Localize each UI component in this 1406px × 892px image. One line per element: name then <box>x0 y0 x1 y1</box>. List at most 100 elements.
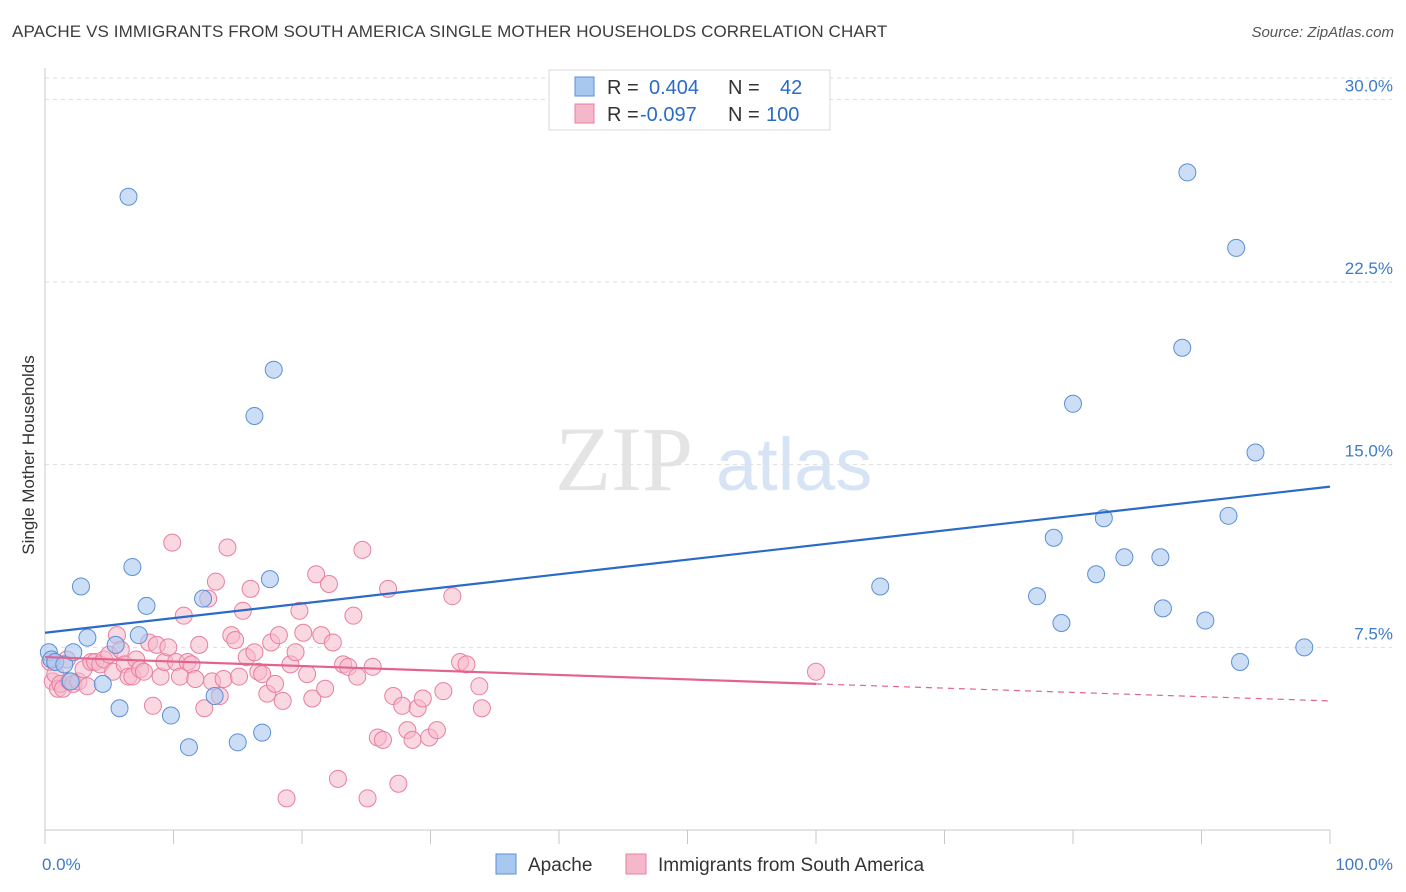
sa-point <box>319 575 338 594</box>
sa-point <box>159 638 178 657</box>
apache-point <box>71 577 90 596</box>
apache-point <box>110 699 129 718</box>
sa-point <box>323 633 342 652</box>
apache-point <box>106 635 125 654</box>
watermark-zip: ZIP <box>555 408 693 510</box>
source-label: Source: ZipAtlas.com <box>1251 24 1394 41</box>
sa-point <box>807 662 825 681</box>
sa-point <box>195 699 214 718</box>
apache-point <box>260 570 279 589</box>
sa-point <box>393 696 412 715</box>
apache-point <box>119 187 138 206</box>
apache-point <box>871 577 890 596</box>
apache-point <box>1153 599 1172 618</box>
series-legend: Apache Immigrants from South America <box>495 853 925 876</box>
sa-point <box>286 643 305 662</box>
apache-point <box>93 674 112 693</box>
apache-point <box>205 687 224 706</box>
apache-point <box>137 596 156 615</box>
series-apache <box>39 163 1314 757</box>
apache-point <box>1219 506 1238 525</box>
sa-point <box>214 670 233 688</box>
correlation-legend: R = 0.404 N = 42 R = -0.097 N = 100 <box>548 69 831 131</box>
apache-point <box>253 723 272 742</box>
legend-apache-r-value: 0.404 <box>649 77 699 99</box>
sa-point <box>434 682 453 701</box>
sa-trend-line <box>44 655 817 685</box>
legend-apache-r-label: R = <box>607 77 639 99</box>
sa-point <box>134 662 153 681</box>
apache-point <box>1151 548 1170 567</box>
sa-point <box>443 587 462 606</box>
apache-point <box>1044 528 1063 547</box>
y-tick-label: 15.0% <box>1345 442 1393 461</box>
legend-sa-n-value: 100 <box>766 104 799 126</box>
sa-point <box>457 655 476 674</box>
sa-point <box>245 643 264 662</box>
sa-point <box>78 677 97 696</box>
sa-point <box>353 540 372 559</box>
apache-point <box>129 626 148 645</box>
sa-point <box>190 635 209 654</box>
sa-point <box>206 572 225 591</box>
sa-point <box>472 699 491 718</box>
apache-point <box>1178 163 1197 182</box>
sa-point <box>403 730 422 749</box>
trend-lines <box>44 485 1331 702</box>
sa-point <box>277 789 296 808</box>
sa-point <box>413 689 432 708</box>
apache-point <box>1052 613 1071 632</box>
apache-trend-line <box>44 485 1331 634</box>
sa-point <box>328 769 347 788</box>
x-tick-label-min: 0.0% <box>42 855 81 874</box>
apache-point <box>245 406 264 425</box>
sa-point <box>298 665 317 684</box>
legend-sa-r-value: -0.097 <box>640 104 697 126</box>
sa-point <box>363 657 382 676</box>
legend-apache-n-value: 42 <box>780 77 802 99</box>
apache-point <box>55 655 74 674</box>
sa-point <box>241 579 260 598</box>
apache-point <box>1295 638 1314 657</box>
sa-point <box>427 721 446 740</box>
sa-point <box>230 667 249 686</box>
apache-point <box>1094 509 1113 528</box>
sa-point <box>470 677 489 696</box>
x-tick-labels: 0.0% 100.0% <box>42 855 1393 874</box>
sa-point <box>269 626 288 645</box>
sa-point <box>389 774 408 793</box>
apache-point <box>78 628 97 647</box>
apache-point <box>1246 443 1265 462</box>
sa-point <box>294 623 313 642</box>
sa-point <box>307 565 326 584</box>
legend-sa-name: Immigrants from South America <box>658 855 925 876</box>
apache-point <box>64 643 83 662</box>
sa-point <box>373 730 392 749</box>
sa-point <box>344 606 363 625</box>
apache-point <box>1064 394 1082 413</box>
sa-point <box>348 667 367 686</box>
sa-trend-line-extension <box>815 683 1331 702</box>
chart-title: APACHE VS IMMIGRANTS FROM SOUTH AMERICA … <box>12 22 888 41</box>
y-axis-label: Single Mother Households <box>19 355 38 554</box>
legend-apache-marker <box>495 853 517 875</box>
legend-apache-name: Apache <box>528 855 592 876</box>
y-tick-label: 30.0% <box>1345 76 1393 95</box>
sa-point <box>303 689 322 708</box>
apache-point <box>1173 338 1192 357</box>
axes <box>44 68 1331 844</box>
x-tick-label-max: 100.0% <box>1335 855 1393 874</box>
sa-point <box>186 670 205 688</box>
legend-sa-marker <box>625 853 647 875</box>
apache-point <box>1196 611 1215 630</box>
apache-point <box>179 738 198 757</box>
y-tick-label: 7.5% <box>1354 624 1393 643</box>
apache-point <box>1028 587 1047 606</box>
legend-sa-swatch <box>574 103 595 124</box>
legend-apache-swatch <box>574 76 595 97</box>
sa-point <box>218 538 237 557</box>
apache-point <box>1227 238 1246 257</box>
apache-point <box>228 733 247 752</box>
grid-lines <box>45 77 1392 648</box>
